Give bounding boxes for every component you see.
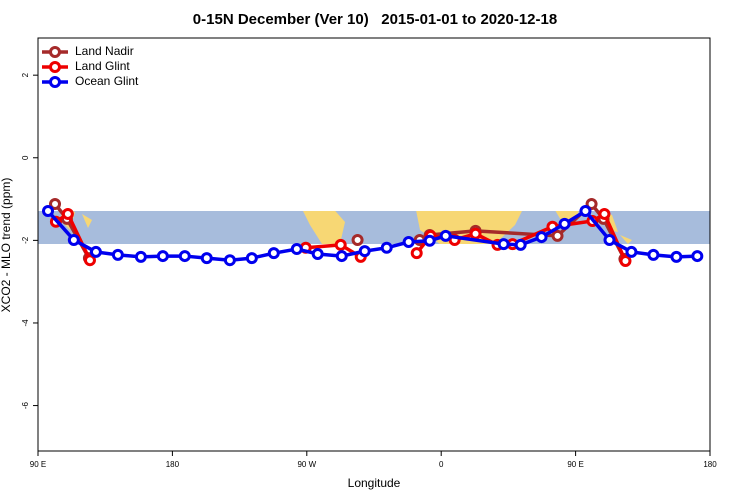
point — [335, 250, 348, 263]
point — [89, 245, 102, 258]
x-tick-label: 90 W — [297, 460, 316, 469]
point — [598, 207, 611, 220]
point — [311, 247, 324, 260]
point — [49, 198, 62, 211]
chart-title: 0-15N December (Ver 10) 2015-01-01 to 20… — [193, 11, 557, 28]
point — [691, 250, 704, 263]
point — [156, 250, 169, 263]
point — [670, 250, 683, 263]
point — [134, 250, 147, 263]
point — [603, 233, 616, 246]
point — [334, 238, 347, 251]
y-tick-label: -2 — [21, 236, 30, 244]
point — [558, 217, 571, 230]
x-axis-label: Longitude — [348, 476, 401, 490]
point — [380, 241, 393, 254]
point — [439, 229, 452, 242]
x-tick-label: 0 — [439, 460, 444, 469]
point — [111, 248, 124, 261]
point — [290, 243, 303, 256]
x-tick-label: 180 — [166, 460, 180, 469]
legend-label: Land Glint — [75, 59, 130, 73]
point — [585, 198, 598, 211]
point — [245, 252, 258, 265]
x-tick-label: 90 E — [30, 460, 46, 469]
point — [647, 248, 660, 261]
point — [67, 233, 80, 246]
point — [469, 227, 482, 240]
point — [358, 245, 371, 258]
point — [223, 254, 236, 267]
point — [402, 236, 415, 249]
y-tick-label: -6 — [21, 401, 30, 409]
y-tick-label: 2 — [21, 72, 30, 77]
point — [200, 252, 213, 265]
point — [551, 229, 564, 242]
plot-frame — [37, 37, 711, 452]
legend-label: Land Nadir — [75, 44, 134, 58]
legend-marker — [49, 46, 61, 58]
point — [351, 233, 364, 246]
point — [42, 205, 55, 218]
point — [497, 238, 510, 251]
legend-marker — [49, 76, 61, 88]
y-axis-label: XCO2 - MLO trend (ppm) — [0, 178, 13, 313]
point — [178, 250, 191, 263]
point — [267, 247, 280, 260]
point — [61, 207, 74, 220]
legend-marker — [49, 61, 61, 73]
y-tick-label: 0 — [21, 155, 30, 160]
point — [579, 205, 592, 218]
y-tick-label: -4 — [21, 319, 30, 327]
x-tick-label: 180 — [703, 460, 717, 469]
x-tick-label: 90 E — [567, 460, 583, 469]
point — [625, 245, 638, 258]
point — [83, 254, 96, 267]
legend-label: Ocean Glint — [75, 74, 139, 88]
point — [535, 231, 548, 244]
point — [514, 238, 527, 251]
point — [619, 255, 632, 268]
point — [423, 234, 436, 247]
point — [410, 247, 423, 260]
